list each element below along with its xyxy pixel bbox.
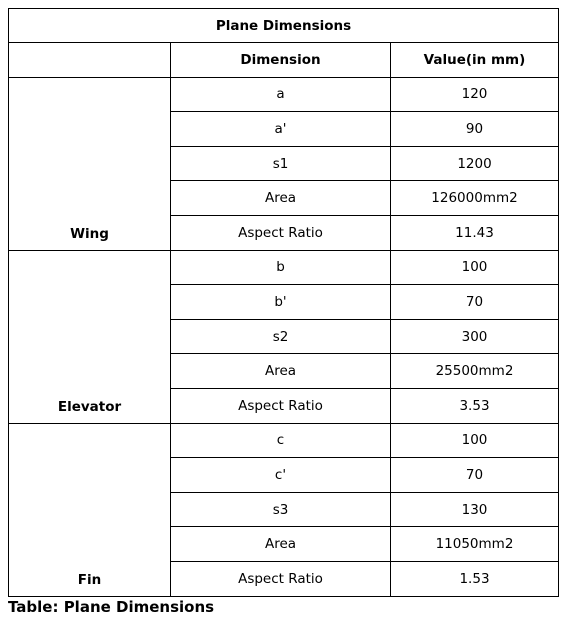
table-row: Fin c 100 xyxy=(8,422,559,597)
plane-dimensions-table: Plane Dimensions Dimension Value(in mm) … xyxy=(8,8,559,597)
table-row: Elevator b 100 xyxy=(8,249,559,424)
table-row: s3 130 xyxy=(9,491,559,528)
value-cell: 70 xyxy=(390,284,559,320)
value-cell: 100 xyxy=(390,249,559,286)
value-cell: 11.43 xyxy=(390,214,559,251)
header-group xyxy=(8,42,171,78)
value-cell: 1200 xyxy=(390,145,559,182)
value-cell: 300 xyxy=(390,318,559,355)
value-cell: 100 xyxy=(390,422,559,459)
value-cell: 120 xyxy=(390,76,559,113)
value-cell: 1.53 xyxy=(390,560,559,597)
table-row: s2 300 xyxy=(9,318,559,355)
table-header-row: Dimension Value(in mm) xyxy=(8,42,559,78)
dimension-cell: a xyxy=(170,76,391,113)
value-cell: 126000mm2 xyxy=(390,180,559,216)
dimension-cell: Area xyxy=(170,180,391,216)
group-label: Elevator xyxy=(8,249,171,424)
table-row: b' 70 xyxy=(9,284,559,320)
group-label: Fin xyxy=(8,422,171,597)
dimension-cell: s3 xyxy=(170,491,391,528)
dimension-cell: b' xyxy=(170,284,391,320)
table-title: Plane Dimensions xyxy=(8,8,559,43)
table-row: Area 126000mm2 xyxy=(9,180,559,216)
dimension-cell: c xyxy=(170,422,391,459)
group-label: Wing xyxy=(8,76,171,251)
dimension-cell: b xyxy=(170,249,391,286)
header-dimension: Dimension xyxy=(170,42,391,78)
dimension-cell: Area xyxy=(170,526,391,562)
dimension-cell: Area xyxy=(170,353,391,389)
dimension-cell: Aspect Ratio xyxy=(170,560,391,597)
dimension-cell: s1 xyxy=(170,145,391,182)
value-cell: 90 xyxy=(390,111,559,147)
table-row: Area 11050mm2 xyxy=(9,526,559,562)
table-row: Aspect Ratio 1.53 xyxy=(9,560,559,597)
value-cell: 3.53 xyxy=(390,387,559,424)
table-caption: Table: Plane Dimensions xyxy=(8,598,215,616)
table-title-row: Plane Dimensions xyxy=(8,8,559,43)
table-row: Wing a 120 xyxy=(8,76,559,251)
dimension-cell: a' xyxy=(170,111,391,147)
plane-dimensions-table-container: Plane Dimensions Dimension Value(in mm) … xyxy=(8,8,559,597)
value-cell: 70 xyxy=(390,457,559,493)
dimension-cell: c' xyxy=(170,457,391,493)
dimension-cell: Aspect Ratio xyxy=(170,387,391,424)
header-value: Value(in mm) xyxy=(390,42,559,78)
table-row: Area 25500mm2 xyxy=(9,353,559,389)
value-cell: 11050mm2 xyxy=(390,526,559,562)
dimension-cell: s2 xyxy=(170,318,391,355)
value-cell: 130 xyxy=(390,491,559,528)
value-cell: 25500mm2 xyxy=(390,353,559,389)
dimension-cell: Aspect Ratio xyxy=(170,214,391,251)
table-row: Aspect Ratio 11.43 xyxy=(9,214,559,251)
table-row: c' 70 xyxy=(9,457,559,493)
table-body: Plane Dimensions Dimension Value(in mm) … xyxy=(8,8,559,597)
